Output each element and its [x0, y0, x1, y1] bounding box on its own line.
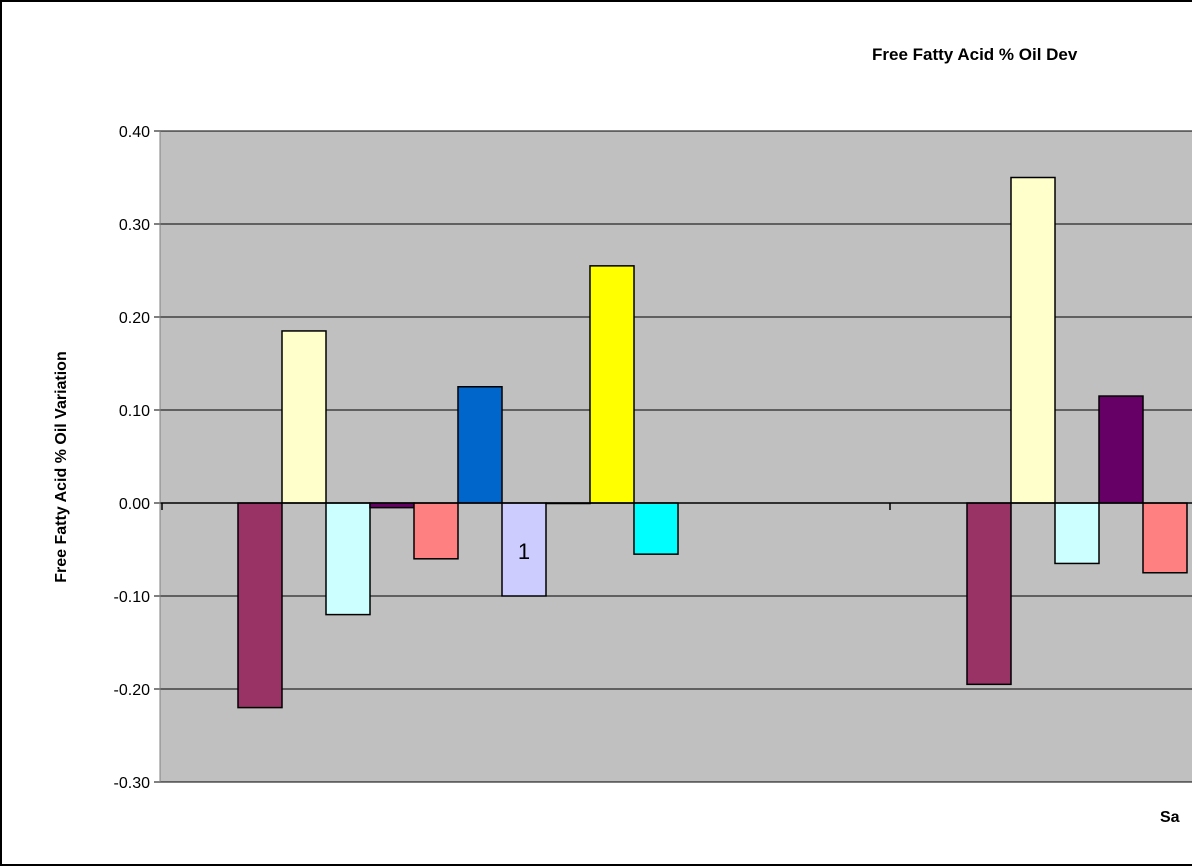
bar-data-label: 1	[518, 539, 530, 564]
y-axis-ticks: 0.40 0.30 0.20 0.10 0.00 -0.10 -0.20 -0.30	[114, 124, 160, 792]
bar	[413, 502, 459, 560]
bar	[1098, 395, 1144, 504]
bar	[325, 502, 371, 616]
bar	[501, 502, 547, 597]
y-tick-label: 0.10	[119, 403, 150, 420]
bars: 1	[237, 176, 1188, 709]
y-tick-label: 0.30	[119, 217, 150, 234]
bar	[589, 265, 635, 504]
y-axis-label: Free Fatty Acid % Oil Variation	[53, 351, 70, 582]
y-tick-label: -0.30	[114, 775, 151, 792]
bar	[1010, 176, 1056, 504]
y-tick-label: -0.10	[114, 589, 151, 606]
bar	[1142, 502, 1188, 574]
x-axis-label: Sa	[1160, 809, 1180, 826]
y-tick-label: -0.20	[114, 682, 151, 699]
y-tick-label: 0.40	[119, 124, 150, 141]
bar	[237, 502, 283, 709]
bar	[457, 386, 503, 504]
chart-title: Free Fatty Acid % Oil Dev	[872, 45, 1078, 64]
bar	[966, 502, 1012, 686]
bar	[281, 330, 327, 504]
y-tick-label: 0.20	[119, 310, 150, 327]
y-tick-label: 0.00	[119, 496, 150, 513]
bar	[1054, 502, 1100, 565]
bar	[633, 502, 679, 555]
